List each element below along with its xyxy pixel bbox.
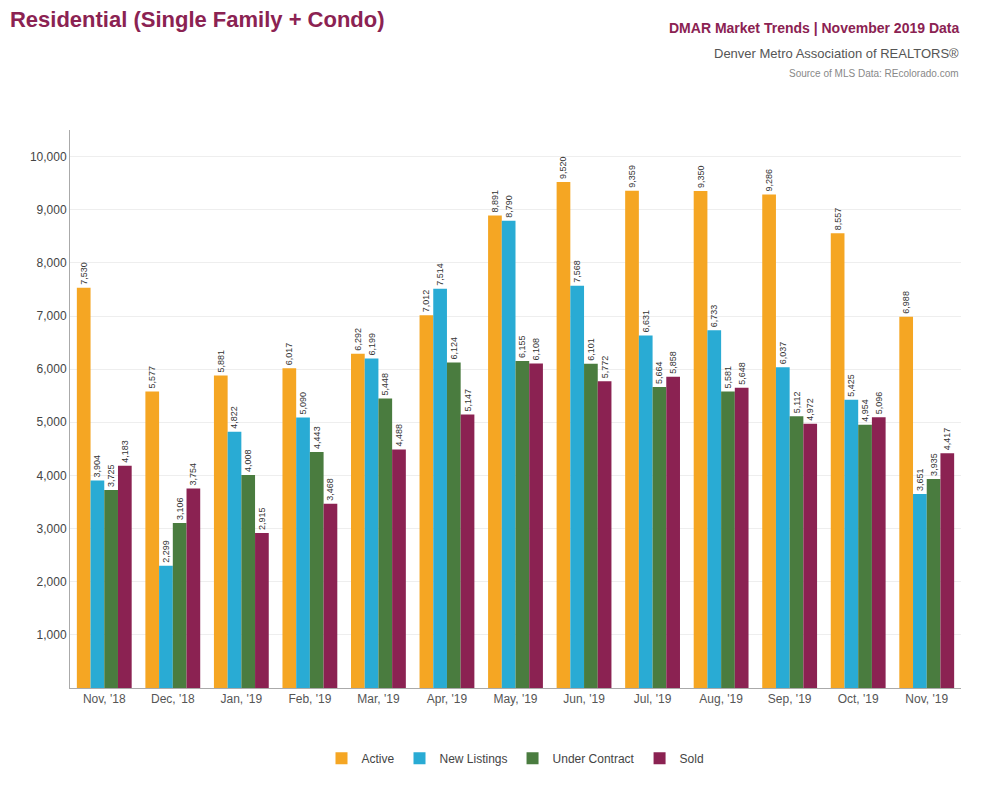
svg-text:9,350: 9,350 [696, 166, 706, 189]
svg-text:Active: Active [362, 752, 395, 766]
svg-text:6,292: 6,292 [353, 328, 363, 351]
svg-text:Oct, '19: Oct, '19 [838, 692, 879, 706]
svg-text:5,147: 5,147 [463, 389, 473, 412]
svg-text:Residential (Single Family + C: Residential (Single Family + Condo) [10, 7, 385, 32]
svg-text:3,468: 3,468 [325, 478, 335, 501]
svg-text:6,988: 6,988 [901, 291, 911, 314]
svg-text:3,725: 3,725 [106, 465, 116, 488]
svg-text:1,000: 1,000 [37, 628, 67, 642]
svg-text:4,008: 4,008 [243, 449, 253, 472]
svg-text:7,000: 7,000 [37, 309, 67, 323]
svg-text:Dec, '18: Dec, '18 [151, 692, 195, 706]
svg-text:4,417: 4,417 [942, 428, 952, 451]
svg-text:5,581: 5,581 [723, 366, 733, 389]
svg-text:Mar, '19: Mar, '19 [357, 692, 400, 706]
svg-text:5,772: 5,772 [600, 356, 610, 379]
svg-text:9,286: 9,286 [764, 169, 774, 192]
svg-text:5,112: 5,112 [792, 391, 802, 413]
svg-text:2,000: 2,000 [37, 575, 67, 589]
svg-text:Sold: Sold [680, 752, 704, 766]
svg-text:4,822: 4,822 [229, 406, 239, 429]
svg-text:5,577: 5,577 [147, 366, 157, 389]
svg-text:6,199: 6,199 [367, 333, 377, 356]
svg-text:Source of MLS Data: REcolorado: Source of MLS Data: REcolorado.com [789, 68, 959, 79]
svg-text:6,037: 6,037 [778, 342, 788, 365]
svg-text:Jan, '19: Jan, '19 [221, 692, 263, 706]
svg-text:4,443: 4,443 [312, 426, 322, 449]
svg-text:Sep, '19: Sep, '19 [768, 692, 812, 706]
svg-text:4,183: 4,183 [120, 440, 130, 463]
svg-text:9,520: 9,520 [558, 157, 568, 180]
svg-text:5,881: 5,881 [216, 350, 226, 373]
svg-text:Nov, '18: Nov, '18 [83, 692, 126, 706]
svg-text:5,858: 5,858 [668, 351, 678, 374]
svg-text:6,631: 6,631 [641, 310, 651, 333]
svg-text:7,530: 7,530 [79, 262, 89, 285]
svg-text:6,108: 6,108 [531, 338, 541, 361]
svg-text:8,557: 8,557 [833, 208, 843, 231]
svg-text:4,954: 4,954 [860, 399, 870, 422]
svg-text:5,664: 5,664 [654, 361, 664, 384]
svg-text:Jun, '19: Jun, '19 [563, 692, 605, 706]
svg-text:6,000: 6,000 [37, 362, 67, 376]
svg-text:2,299: 2,299 [161, 540, 171, 563]
svg-text:8,790: 8,790 [504, 195, 514, 218]
svg-text:7,514: 7,514 [435, 263, 445, 286]
svg-text:7,012: 7,012 [421, 290, 431, 313]
svg-text:New Listings: New Listings [440, 752, 508, 766]
svg-text:5,448: 5,448 [380, 373, 390, 396]
svg-text:8,891: 8,891 [490, 190, 500, 213]
svg-text:4,972: 4,972 [805, 398, 815, 421]
svg-text:4,488: 4,488 [394, 424, 404, 447]
svg-text:3,106: 3,106 [175, 497, 185, 520]
svg-text:May, '19: May, '19 [493, 692, 537, 706]
svg-text:8,000: 8,000 [37, 256, 67, 270]
svg-text:5,648: 5,648 [737, 362, 747, 385]
svg-text:Jul, '19: Jul, '19 [634, 692, 672, 706]
svg-text:Feb, '19: Feb, '19 [288, 692, 331, 706]
svg-text:Aug, '19: Aug, '19 [699, 692, 743, 706]
svg-text:5,000: 5,000 [37, 415, 67, 429]
svg-text:6,017: 6,017 [284, 343, 294, 366]
svg-text:Under Contract: Under Contract [553, 752, 635, 766]
svg-text:6,155: 6,155 [517, 335, 527, 358]
svg-text:6,101: 6,101 [586, 338, 596, 361]
svg-text:6,733: 6,733 [709, 305, 719, 328]
svg-text:DMAR Market Trends | November: DMAR Market Trends | November 2019 Data [669, 20, 959, 36]
svg-text:5,090: 5,090 [298, 392, 308, 415]
svg-text:5,096: 5,096 [874, 392, 884, 415]
svg-text:2,915: 2,915 [257, 508, 267, 531]
svg-text:Nov, '19: Nov, '19 [905, 692, 948, 706]
svg-text:9,359: 9,359 [627, 165, 637, 188]
svg-text:3,904: 3,904 [92, 455, 102, 478]
svg-text:3,651: 3,651 [915, 468, 925, 491]
svg-text:6,124: 6,124 [449, 337, 459, 360]
svg-text:Denver Metro Association of RE: Denver Metro Association of REALTORS® [714, 46, 959, 61]
svg-text:3,935: 3,935 [929, 453, 939, 476]
svg-text:Apr, '19: Apr, '19 [427, 692, 468, 706]
svg-text:3,754: 3,754 [188, 463, 198, 486]
svg-text:7,568: 7,568 [572, 260, 582, 283]
svg-text:5,425: 5,425 [846, 374, 856, 397]
svg-text:3,000: 3,000 [37, 522, 67, 536]
svg-text:10,000: 10,000 [30, 150, 67, 164]
svg-text:9,000: 9,000 [37, 203, 67, 217]
svg-text:4,000: 4,000 [37, 469, 67, 483]
